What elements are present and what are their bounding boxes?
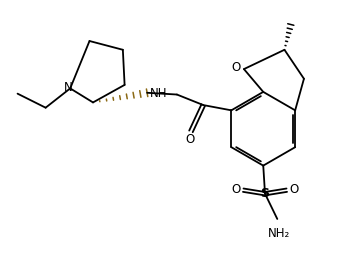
Text: NH: NH bbox=[150, 87, 167, 100]
Text: NH₂: NH₂ bbox=[268, 227, 290, 240]
Text: N: N bbox=[64, 81, 73, 94]
Text: O: O bbox=[232, 61, 241, 74]
Text: O: O bbox=[290, 183, 299, 196]
Text: O: O bbox=[186, 133, 195, 146]
Text: S: S bbox=[260, 187, 270, 200]
Text: O: O bbox=[231, 183, 240, 196]
